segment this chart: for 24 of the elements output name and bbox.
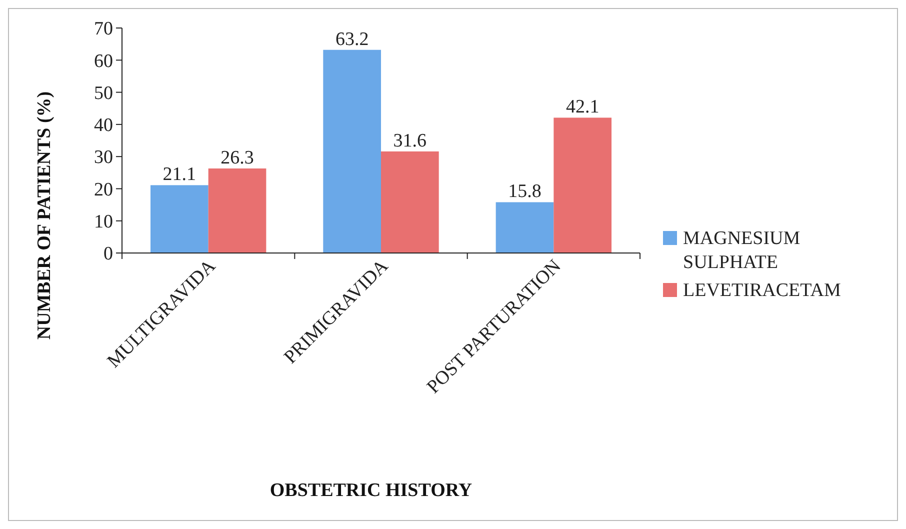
data-label: 15.8 <box>508 181 542 202</box>
data-label: 42.1 <box>566 96 600 118</box>
y-tick-label: 10 <box>94 212 113 233</box>
y-tick-label: 60 <box>94 50 113 72</box>
y-axis-title: NUMBER OF PATIENTS (%) <box>34 91 55 340</box>
bar <box>381 151 439 253</box>
bar <box>150 185 208 253</box>
y-tick-label: 40 <box>94 115 113 136</box>
data-label: 21.1 <box>162 164 196 186</box>
x-axis-title: OBSTETRIC HISTORY <box>270 480 472 501</box>
y-tick-label: 70 <box>94 18 113 40</box>
bar <box>208 168 266 253</box>
bar <box>496 202 554 253</box>
legend-label: LEVETIRACETAM <box>683 280 841 301</box>
legend-label: MAGNESIUM SULPHATE <box>683 228 800 273</box>
data-label: 31.6 <box>393 130 427 152</box>
bar <box>323 50 381 253</box>
y-tick-label: 0 <box>104 244 113 265</box>
data-label: 26.3 <box>220 147 254 168</box>
y-tick-label: 50 <box>94 82 113 104</box>
y-tick-label: 20 <box>94 179 113 200</box>
y-tick-label: 30 <box>94 147 113 168</box>
data-label: 63.2 <box>335 28 369 50</box>
bar <box>554 118 612 253</box>
